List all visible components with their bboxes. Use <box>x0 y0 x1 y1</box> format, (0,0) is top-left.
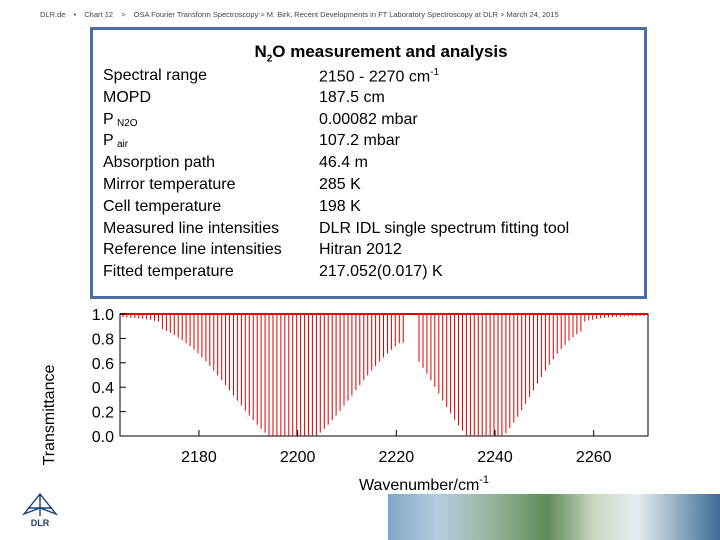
header-chart-num: Chart 12 <box>84 10 114 19</box>
header-sep: • <box>73 10 77 19</box>
y-tick-label: 0.4 <box>92 380 114 397</box>
row-label: Absorption path <box>103 154 216 172</box>
row-label: P <box>103 110 114 128</box>
row-value: 198 K <box>319 197 361 215</box>
slide-header: DLR.de • Chart 12 > OSA Fourier Transfor… <box>40 10 565 19</box>
row-value: 217.052(0.017) K <box>319 263 443 281</box>
measurement-table: N2O measurement and analysis Spectral ra… <box>90 27 647 299</box>
y-tick-label: 0.6 <box>92 356 114 373</box>
table-title: N2O measurement and analysis <box>254 42 508 65</box>
y-tick-label: 0.0 <box>92 429 114 446</box>
dlr-logo-icon: DLR <box>21 492 59 528</box>
row-value: 285 K <box>319 175 361 193</box>
row-label: Spectral range <box>103 67 208 84</box>
row-value: 187.5 cm <box>319 88 385 106</box>
y-tick-label: 1.0 <box>92 307 114 324</box>
row-label-sub: N2O <box>117 117 138 129</box>
row-label: MOPD <box>103 88 151 106</box>
y-tick-label: 0.8 <box>92 331 114 348</box>
x-tick-label: 2200 <box>280 449 316 466</box>
x-tick-label: 2180 <box>181 449 217 466</box>
header-org: DLR.de <box>40 10 66 19</box>
spectrum-chart: 0.0 0.2 0.4 0.6 0.8 1.0 2180 2200 2220 2240 2260 Wa… <box>41 307 649 494</box>
header-title: OSA Fourier Transform Spectroscopy > M. … <box>133 10 559 19</box>
logo-text: DLR <box>31 518 50 528</box>
row-label: Cell temperature <box>103 197 222 215</box>
header-sep: > <box>121 10 126 19</box>
row-label: Mirror temperature <box>103 175 236 193</box>
row-label-sub: air <box>117 139 129 151</box>
row-value: 107.2 mbar <box>319 132 400 150</box>
x-tick-label: 2240 <box>477 449 513 466</box>
row-value: 46.4 m <box>319 154 368 172</box>
row-value: 2150 - 2270 cm-1 <box>319 67 440 86</box>
footer-photo <box>388 494 720 540</box>
spectrum-series-line <box>122 314 645 436</box>
row-label: P <box>103 132 114 150</box>
y-axis-label: Transmittance <box>41 365 58 466</box>
y-tick-label: 0.2 <box>92 405 114 422</box>
row-value: 0.00082 mbar <box>319 110 418 128</box>
x-tick-label: 2260 <box>576 449 612 466</box>
x-axis-label: Wavenumber/cm-1 <box>359 474 489 494</box>
row-value: Hitran 2012 <box>319 241 402 259</box>
row-label: Reference line intensities <box>103 241 282 259</box>
row-label: Measured line intensities <box>103 219 280 237</box>
row-value: DLR IDL single spectrum fitting tool <box>319 219 570 237</box>
row-label: Fitted temperature <box>103 263 234 281</box>
x-tick-label: 2220 <box>379 449 415 466</box>
